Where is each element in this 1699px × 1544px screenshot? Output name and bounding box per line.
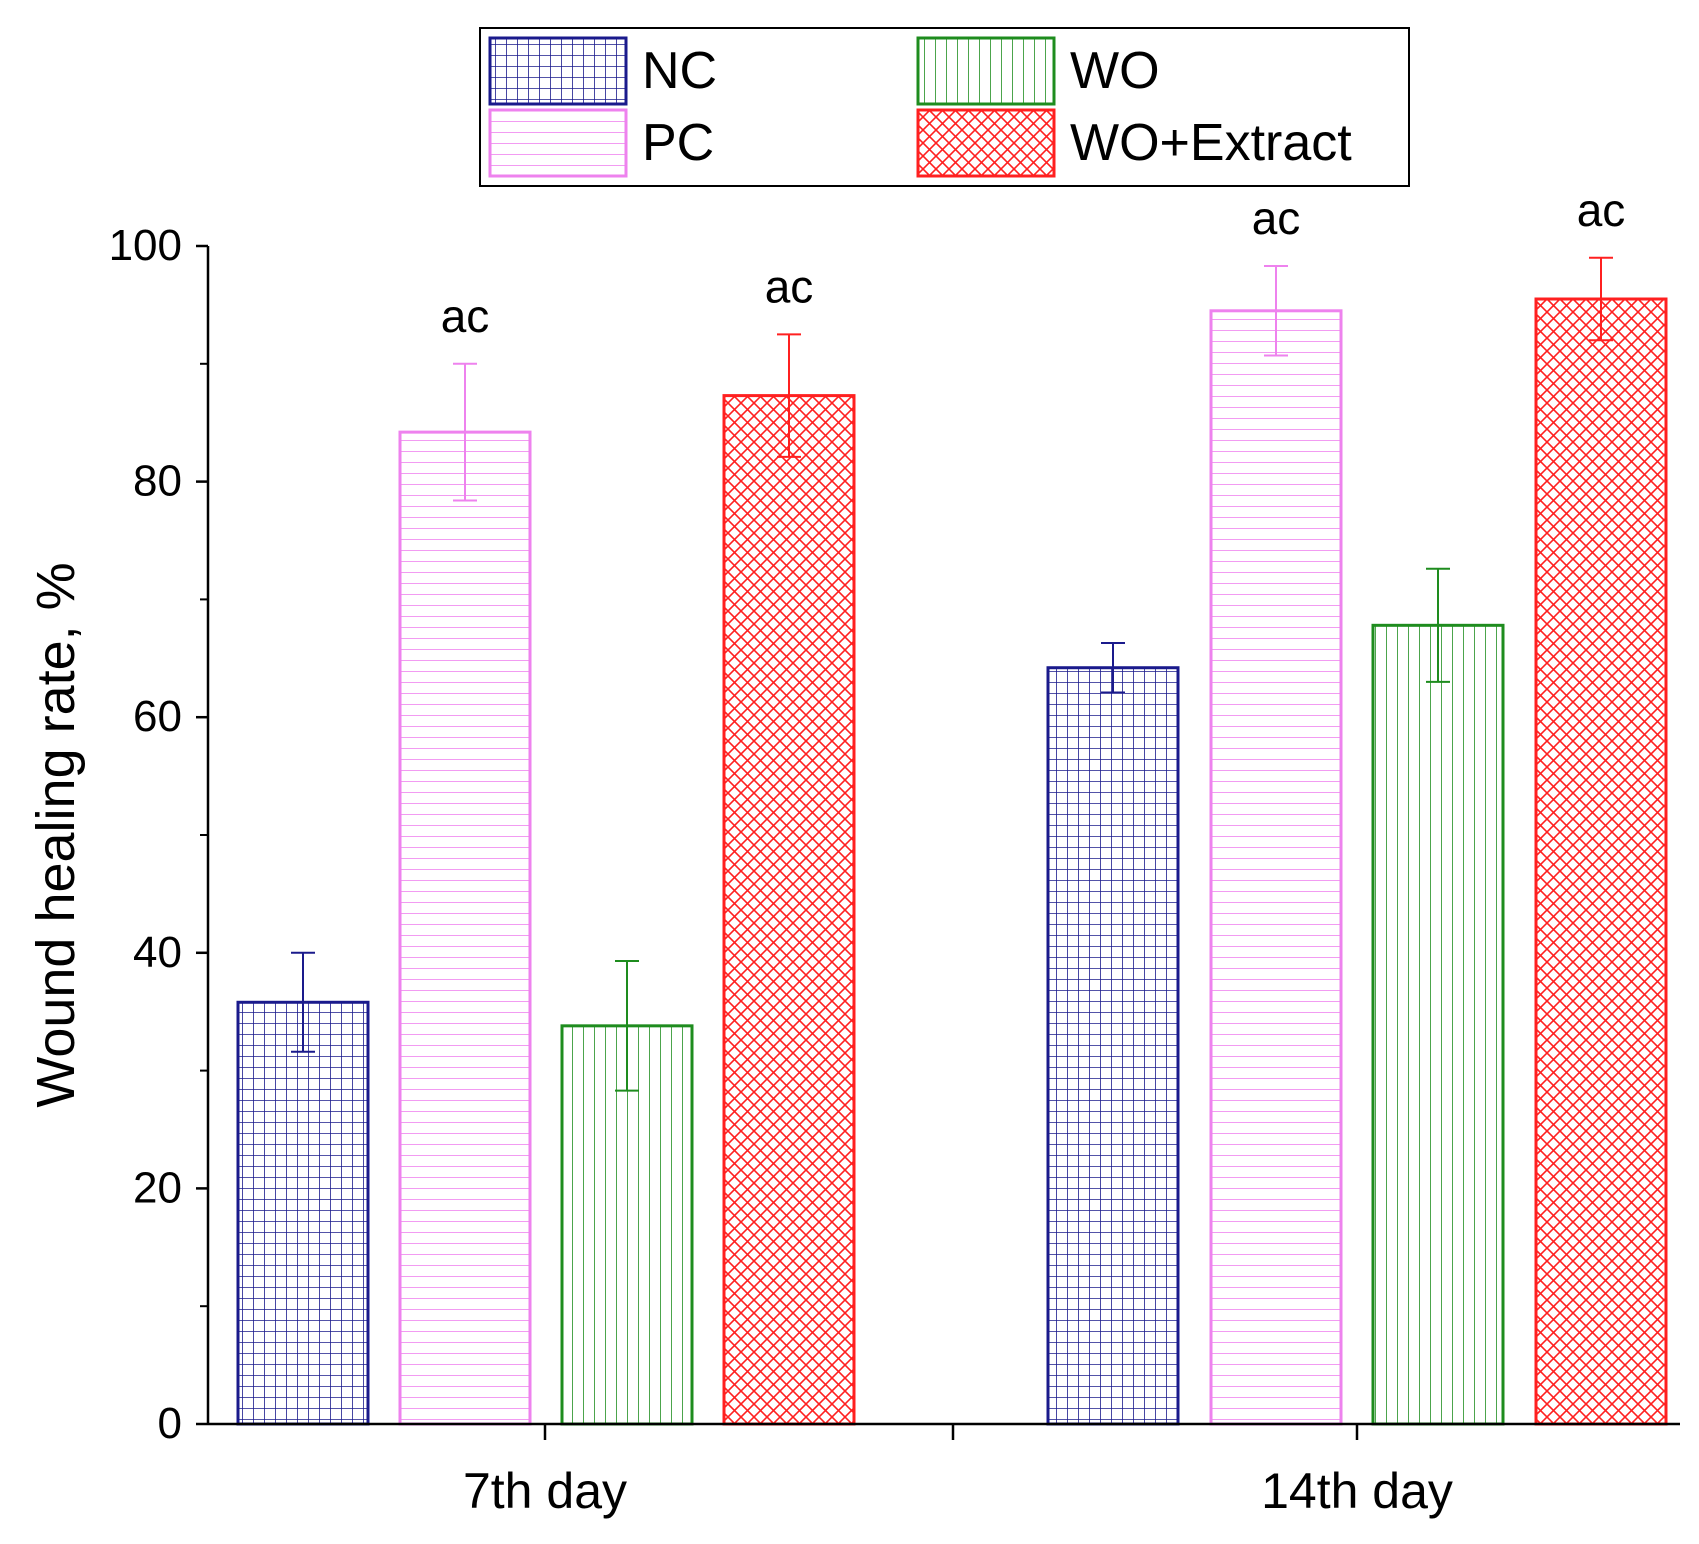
legend-swatch [488, 36, 628, 106]
y-tick-label: 100 [109, 221, 182, 270]
legend-label: PC [642, 114, 714, 172]
bar-pc-2 [1209, 309, 1343, 1426]
significance-annotations: ac ac ac ac [441, 184, 1626, 342]
error-bar [1426, 567, 1450, 683]
legend-label: NC [642, 42, 717, 100]
error-bar [1264, 265, 1288, 357]
significance-label: ac [765, 260, 814, 312]
bar-wo-extract-2 [1534, 297, 1668, 1426]
y-tick-label: 40 [133, 928, 182, 977]
legend-item: WO+Extract [916, 108, 1352, 178]
significance-label: ac [441, 290, 490, 342]
error-bar [1101, 641, 1125, 694]
significance-label: ac [1577, 184, 1626, 236]
legend-box [479, 27, 1410, 187]
y-tick-label: 20 [133, 1163, 182, 1212]
x-tick-label: 7th day [463, 1463, 627, 1519]
error-bar [777, 333, 801, 458]
x-tick-label: 14th day [1261, 1463, 1453, 1519]
legend: NC PC WO WO+Extract [479, 27, 1410, 187]
bar-nc-1 [236, 1000, 370, 1426]
error-bar [291, 951, 315, 1053]
bar-nc-2 [1046, 666, 1180, 1426]
axes: 0 20 40 60 80 100 7th day 14th day Wound heali… [26, 221, 1680, 1519]
significance-label: ac [1252, 192, 1301, 244]
legend-item: PC [488, 108, 714, 178]
legend-swatch [916, 108, 1056, 178]
bars [236, 297, 1668, 1426]
error-bar [1589, 256, 1613, 342]
error-bar [453, 362, 477, 502]
error-bar [615, 960, 639, 1092]
y-axis-label: Wound healing rate, % [26, 562, 86, 1107]
legend-item: NC [488, 36, 717, 106]
bar-wo-extract-1 [722, 394, 856, 1426]
legend-swatch [488, 108, 628, 178]
y-tick-label: 0 [158, 1399, 182, 1448]
bar-wo-2 [1371, 623, 1505, 1426]
y-tick-label: 80 [133, 457, 182, 506]
legend-item: WO [916, 36, 1160, 106]
y-tick-label: 60 [133, 692, 182, 741]
bar-pc-1 [398, 430, 532, 1426]
legend-swatch [916, 36, 1056, 106]
legend-label: WO [1070, 42, 1160, 100]
legend-label: WO+Extract [1070, 114, 1352, 172]
error-bars [291, 256, 1613, 1092]
